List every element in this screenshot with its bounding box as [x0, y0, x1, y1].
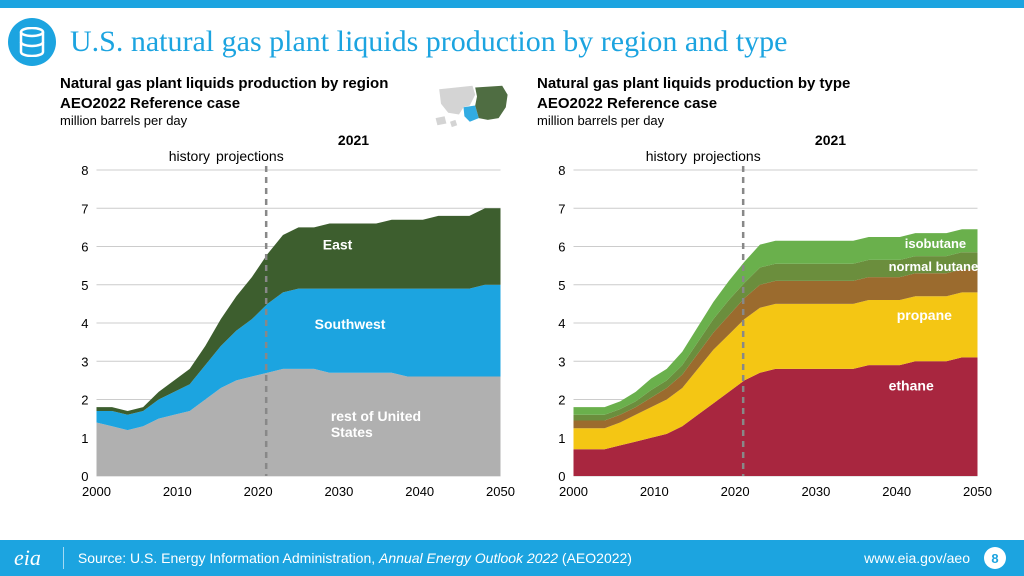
chart-right-svg: 0 1 2 3 4 5 6 7 8 2000 2010 2020 2030 2040 2050 ethane p… [537, 164, 994, 504]
page-number: 8 [984, 547, 1006, 569]
page-title: U.S. natural gas plant liquids productio… [70, 25, 787, 59]
projections-label: projections [216, 148, 284, 164]
svg-text:2000: 2000 [82, 484, 111, 499]
label-East: East [323, 237, 353, 253]
eia-logo: eia [6, 545, 49, 571]
svg-text:2030: 2030 [324, 484, 353, 499]
svg-text:2040: 2040 [405, 484, 434, 499]
label-rest-of-United-States: States [331, 424, 373, 440]
svg-text:0: 0 [558, 469, 565, 484]
footer-divider [63, 547, 64, 569]
barrel-icon [8, 18, 56, 66]
divider-year-left: 2021 [190, 132, 517, 148]
svg-text:1: 1 [558, 431, 565, 446]
chart-left-svg: 0 1 2 3 4 5 6 7 8 2000 2010 2020 2030 2040 2050 rest of… [60, 164, 517, 504]
history-projections-left: history projections [152, 148, 517, 164]
header: U.S. natural gas plant liquids productio… [0, 8, 1024, 66]
label-rest-of-United-States: rest of United [331, 408, 421, 424]
svg-text:2050: 2050 [486, 484, 515, 499]
svg-text:2: 2 [558, 393, 565, 408]
series-rest-of-United-States [97, 369, 501, 476]
top-accent-bar [0, 0, 1024, 8]
svg-text:2010: 2010 [640, 484, 669, 499]
svg-text:2010: 2010 [163, 484, 192, 499]
chart-right-subtitle1: AEO2022 Reference case [537, 94, 994, 114]
svg-text:2050: 2050 [963, 484, 992, 499]
source-prefix: Source: U.S. Energy Information Administ… [78, 550, 379, 566]
svg-text:8: 8 [81, 164, 88, 178]
history-label: history [629, 148, 687, 164]
label-normal-butane: normal butane [889, 259, 979, 274]
svg-text:6: 6 [81, 240, 88, 255]
svg-text:4: 4 [81, 316, 88, 331]
svg-text:3: 3 [558, 354, 565, 369]
footer-url: www.eia.gov/aeo [864, 550, 970, 566]
source-suffix: (AEO2022) [558, 550, 632, 566]
us-map-inset [432, 78, 522, 133]
svg-text:2000: 2000 [559, 484, 588, 499]
chart-right-title: Natural gas plant liquids production by … [537, 74, 994, 94]
projections-label: projections [693, 148, 761, 164]
history-label: history [152, 148, 210, 164]
svg-text:5: 5 [81, 278, 88, 293]
svg-text:8: 8 [558, 164, 565, 178]
chart-by-type: Natural gas plant liquids production by … [537, 74, 994, 509]
svg-text:0: 0 [81, 469, 88, 484]
history-projections-right: history projections [629, 148, 994, 164]
label-natural-gasoline: natural gasoline [881, 213, 981, 228]
svg-text:1: 1 [81, 431, 88, 446]
label-isobutane: isobutane [905, 236, 966, 251]
source-text: Source: U.S. Energy Information Administ… [78, 550, 864, 566]
charts-row: Natural gas plant liquids production by … [0, 66, 1024, 509]
svg-text:2020: 2020 [721, 484, 750, 499]
svg-text:2: 2 [81, 393, 88, 408]
label-propane: propane [897, 307, 952, 323]
source-italic: Annual Energy Outlook 2022 [379, 550, 558, 566]
label-Southwest: Southwest [315, 316, 386, 332]
svg-text:2040: 2040 [882, 484, 911, 499]
footer: eia Source: U.S. Energy Information Admi… [0, 540, 1024, 576]
svg-text:3: 3 [81, 354, 88, 369]
svg-text:7: 7 [558, 201, 565, 216]
svg-text:2020: 2020 [244, 484, 273, 499]
chart-right-subtitle2: million barrels per day [537, 113, 994, 128]
svg-text:2030: 2030 [801, 484, 830, 499]
svg-text:7: 7 [81, 201, 88, 216]
svg-text:5: 5 [558, 278, 565, 293]
svg-text:4: 4 [558, 316, 565, 331]
divider-year-right: 2021 [667, 132, 994, 148]
chart-by-region: Natural gas plant liquids production by … [60, 74, 517, 509]
svg-text:6: 6 [558, 240, 565, 255]
label-ethane: ethane [889, 377, 934, 393]
